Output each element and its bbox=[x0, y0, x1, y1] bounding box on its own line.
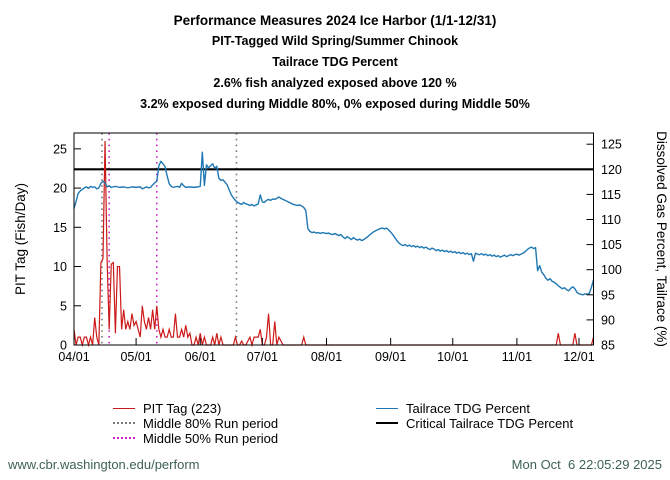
x-tick-label: 12/01 bbox=[563, 350, 594, 364]
chart-subtitle-metric: Tailrace TDG Percent bbox=[272, 55, 398, 69]
plot-border bbox=[73, 132, 594, 346]
legend-label-tailrace-tdg: Tailrace TDG Percent bbox=[406, 400, 531, 416]
middle80-dotted-swatch-icon bbox=[113, 422, 135, 424]
left-tick-label: 10 bbox=[53, 260, 67, 274]
footer-datetime: Mon Oct 6 22:05:29 2025 bbox=[511, 457, 662, 472]
right-tick-label: 100 bbox=[601, 263, 622, 277]
legend-item-critical-tdg: Critical Tailrace TDG Percent bbox=[376, 415, 574, 431]
footer-url: www.cbr.washington.edu/perform bbox=[8, 457, 200, 472]
x-tick-label: 07/01 bbox=[247, 350, 278, 364]
middle50-dotted-swatch-icon bbox=[113, 437, 135, 439]
chart-title: Performance Measures 2024 Ice Harbor (1/… bbox=[173, 13, 497, 28]
left-tick-label: 5 bbox=[60, 299, 67, 313]
right-tick-label: 90 bbox=[601, 313, 615, 327]
legend-item-pit-tag: PIT Tag (223) bbox=[113, 400, 222, 416]
left-tick-label: 20 bbox=[53, 182, 67, 196]
legend-label-pit-tag: PIT Tag (223) bbox=[143, 400, 222, 416]
pit-tag-series-line bbox=[73, 140, 595, 348]
left-tick-label: 0 bbox=[60, 339, 67, 353]
legend-label-critical-tdg: Critical Tailrace TDG Percent bbox=[406, 415, 574, 431]
right-tick-label: 125 bbox=[601, 138, 622, 152]
x-tick-label: 06/01 bbox=[185, 350, 216, 364]
chart-stat-exposed-middle-runs: 3.2% exposed during Middle 80%, 0% expos… bbox=[140, 97, 530, 111]
left-tick-label: 15 bbox=[53, 221, 67, 235]
critical-tdg-line-swatch-icon bbox=[376, 422, 398, 424]
right-tick-label: 105 bbox=[601, 238, 622, 252]
legend-item-middle80: Middle 80% Run period bbox=[113, 415, 279, 431]
right-tick-label: 85 bbox=[601, 339, 615, 353]
right-tick-label: 110 bbox=[601, 213, 621, 227]
x-tick-label: 05/01 bbox=[120, 350, 151, 364]
x-tick-label: 04/01 bbox=[58, 350, 89, 364]
left-tick-label: 25 bbox=[53, 142, 67, 156]
x-tick-label: 11/01 bbox=[502, 350, 532, 364]
right-axis-title: Dissolved Gas Percent, Tailrace (%) bbox=[654, 131, 669, 347]
left-axis-title: PIT Tag (Fish/Day) bbox=[13, 183, 28, 295]
legend-item-middle50: Middle 50% Run period bbox=[113, 430, 279, 446]
x-tick-label: 09/01 bbox=[375, 350, 406, 364]
legend-label-middle80: Middle 80% Run period bbox=[143, 415, 279, 431]
legend-label-middle50: Middle 50% Run period bbox=[143, 430, 279, 446]
chart-stat-exposed-above-120: 2.6% fish analyzed exposed above 120 % bbox=[213, 76, 457, 90]
legend-item-tailrace-tdg: Tailrace TDG Percent bbox=[376, 400, 531, 416]
tailrace-tdg-line-swatch-icon bbox=[376, 407, 398, 409]
x-tick-label: 10/01 bbox=[437, 350, 468, 364]
tailrace-tdg-series-line bbox=[73, 151, 595, 296]
chart-subtitle-species: PIT-Tagged Wild Spring/Summer Chinook bbox=[211, 34, 459, 48]
x-tick-label: 08/01 bbox=[311, 350, 342, 364]
pit-tag-line-swatch-icon bbox=[113, 407, 135, 409]
right-tick-label: 95 bbox=[601, 288, 615, 302]
right-tick-label: 120 bbox=[601, 163, 622, 177]
right-tick-label: 115 bbox=[601, 188, 621, 202]
